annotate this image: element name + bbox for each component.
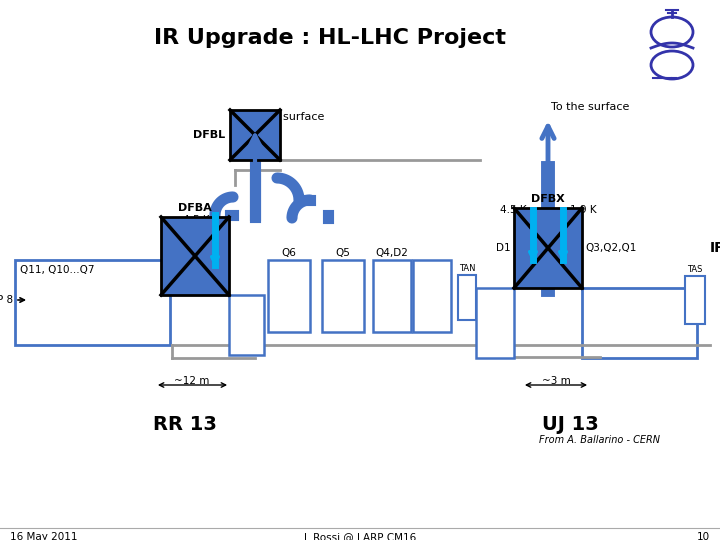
Text: DFBL: DFBL xyxy=(193,130,225,140)
Bar xyxy=(373,260,411,332)
Text: Q4,D2: Q4,D2 xyxy=(376,248,408,258)
Text: DFBA: DFBA xyxy=(178,203,212,213)
Text: RR 13: RR 13 xyxy=(153,415,217,434)
Text: From A. Ballarino - CERN: From A. Ballarino - CERN xyxy=(539,435,660,445)
Text: Q5: Q5 xyxy=(336,248,351,258)
Text: ~3 m: ~3 m xyxy=(541,376,570,386)
Bar xyxy=(230,110,280,160)
Text: IR Upgrade : HL-LHC Project: IR Upgrade : HL-LHC Project xyxy=(154,28,506,48)
Text: 1.9 K: 1.9 K xyxy=(570,205,597,215)
Text: ~3.6 m: ~3.6 m xyxy=(238,138,274,148)
Bar xyxy=(514,208,582,288)
Bar xyxy=(161,217,229,295)
Bar xyxy=(458,275,476,320)
Text: ~12 m: ~12 m xyxy=(174,376,210,386)
Text: Q3,Q2,Q1: Q3,Q2,Q1 xyxy=(585,243,636,253)
Text: TAS: TAS xyxy=(688,265,703,274)
Text: TAN: TAN xyxy=(459,264,475,273)
Text: L.Rossi @ LARP CM16: L.Rossi @ LARP CM16 xyxy=(304,532,416,540)
Bar xyxy=(413,260,451,332)
Text: IP1: IP1 xyxy=(710,241,720,255)
Bar xyxy=(268,260,310,332)
Text: To the surface: To the surface xyxy=(551,102,629,112)
Text: 4.5 K: 4.5 K xyxy=(184,215,210,225)
Bar xyxy=(229,295,264,355)
Text: UJ 13: UJ 13 xyxy=(541,415,598,434)
Text: To the surface: To the surface xyxy=(246,112,324,122)
Text: 10: 10 xyxy=(697,532,710,540)
Text: 16 May 2011: 16 May 2011 xyxy=(10,532,78,540)
Bar xyxy=(322,260,364,332)
Bar xyxy=(15,260,170,345)
Bar xyxy=(685,276,705,324)
Text: D1: D1 xyxy=(496,243,511,253)
Text: Q11, Q10...Q7: Q11, Q10...Q7 xyxy=(20,265,94,275)
Text: Q6: Q6 xyxy=(282,248,297,258)
Bar xyxy=(476,288,514,358)
Text: IP 8: IP 8 xyxy=(0,295,13,305)
Text: DFBX: DFBX xyxy=(531,194,565,204)
Text: 4.5 K: 4.5 K xyxy=(500,205,527,215)
Bar xyxy=(582,288,697,358)
